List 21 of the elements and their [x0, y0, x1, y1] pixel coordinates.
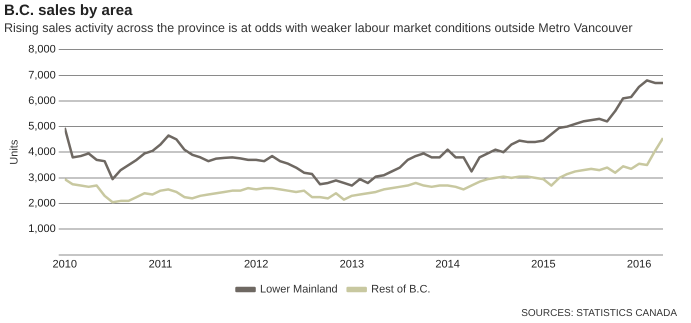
y-tick-label: 3,000	[28, 172, 56, 184]
source-note: SOURCES: STATISTICS CANADA	[521, 308, 677, 319]
legend-label: Lower Mainland	[260, 284, 338, 296]
x-tick-label: 2011	[148, 258, 172, 270]
y-tick-label: 2,000	[28, 198, 56, 210]
chart-title: B.C. sales by area	[4, 2, 132, 19]
x-tick-label: 2015	[531, 258, 556, 270]
x-tick-label: 2013	[340, 258, 364, 270]
y-tick-label: 1,000	[28, 223, 56, 236]
x-tick-label: 2016	[626, 258, 652, 270]
x-tick-label: 2012	[244, 258, 268, 270]
y-tick-label: 6,000	[28, 94, 56, 107]
y-tick-label: 4,000	[28, 146, 56, 158]
y-axis-title: Units	[8, 139, 21, 165]
y-tick-label: 7,000	[28, 69, 56, 82]
y-tick-label: 5,000	[28, 120, 56, 133]
x-tick-label: 2014	[435, 258, 460, 270]
x-tick-label: 2010	[52, 258, 77, 270]
chart-subtitle: Rising sales activity across the province is at odds with weaker labour market conditions outside Metro Vancouver	[4, 21, 633, 35]
legend-label: Rest of B.C.	[371, 284, 430, 296]
y-tick-label: 8,000	[28, 44, 56, 56]
